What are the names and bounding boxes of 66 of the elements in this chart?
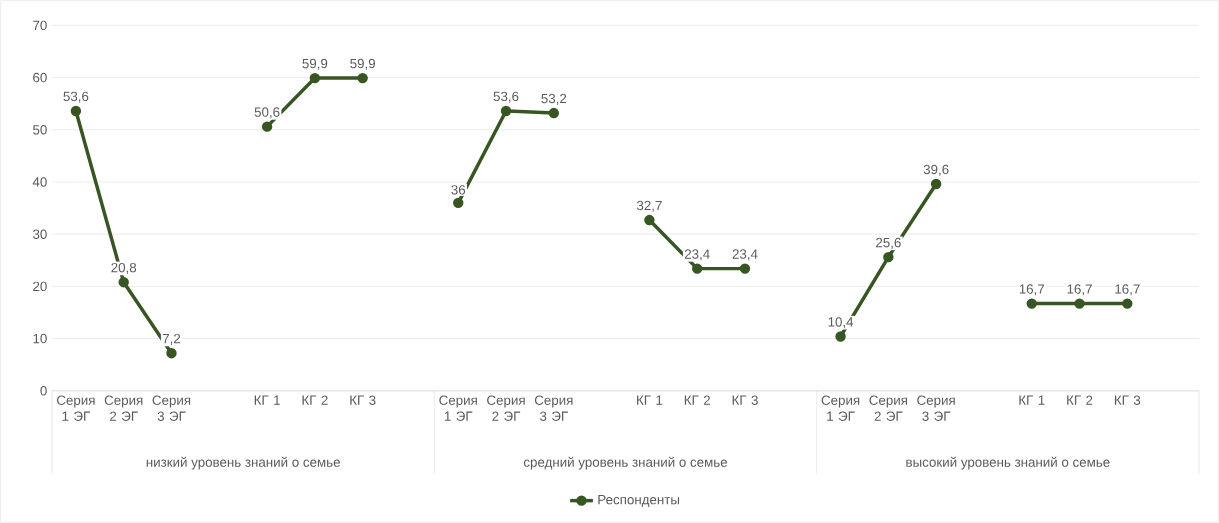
data-label: 25,6 xyxy=(876,237,901,249)
x-tick-label: КГ 1 xyxy=(254,395,280,405)
point xyxy=(118,277,129,288)
text: низкий уровень знаний о семье xyxy=(146,456,340,470)
point xyxy=(1074,298,1085,309)
point xyxy=(261,121,273,132)
x-tick-label: Серия 2 ЭГ xyxy=(104,395,143,422)
data-label: 23,4 xyxy=(732,249,758,261)
x-tick-label: КГ 2 xyxy=(302,395,328,405)
point xyxy=(835,331,846,342)
y-tick-label: 10 xyxy=(33,333,47,344)
point xyxy=(644,214,655,226)
point xyxy=(739,263,751,274)
data-label: 50,6 xyxy=(254,107,280,119)
point xyxy=(166,348,177,359)
point xyxy=(500,105,512,117)
legend-label: Респонденты xyxy=(598,495,680,507)
x-tick-label: КГ 1 xyxy=(1019,395,1045,405)
point xyxy=(70,105,82,117)
x-tick-label: КГ 3 xyxy=(1114,395,1141,406)
point xyxy=(930,178,942,190)
x-tick-label: Серия 1 ЭГ xyxy=(821,395,860,422)
y-tick-label: 40 xyxy=(32,177,47,187)
x-tick-label: Серия 2 ЭГ xyxy=(487,395,525,422)
data-label: 16,7 xyxy=(1019,284,1045,296)
point xyxy=(453,197,464,209)
x-tick-label: Серия 2 ЭГ xyxy=(869,395,907,422)
x-tick-label: Серия 3 ЭГ xyxy=(917,395,955,422)
point xyxy=(357,72,368,84)
data-label: 10,4 xyxy=(828,317,854,329)
y-tick-label: 20 xyxy=(33,281,47,292)
point xyxy=(1026,298,1037,309)
data-label: 20,8 xyxy=(111,263,137,275)
data-label: 7,2 xyxy=(162,334,181,346)
point xyxy=(691,263,703,274)
data-label: 53,6 xyxy=(63,91,89,103)
point xyxy=(1122,298,1133,309)
y-tick-label: 70 xyxy=(33,20,47,31)
data-label: 16,7 xyxy=(1067,284,1092,296)
x-tick-label: Серия 3 ЭГ xyxy=(152,395,191,422)
data-label: 36 xyxy=(451,185,466,195)
x-tick-label: КГ 2 xyxy=(684,395,710,405)
y-tick-label: 50 xyxy=(33,125,47,135)
point xyxy=(883,252,894,263)
data-label: 32,7 xyxy=(636,200,662,212)
point xyxy=(548,107,560,119)
data-label: 23,4 xyxy=(684,249,710,261)
point xyxy=(309,72,321,84)
data-label: 39,6 xyxy=(923,164,949,176)
text: высокий уровень знаний о семье xyxy=(906,456,1110,470)
data-label: 16,7 xyxy=(1115,284,1140,296)
data-label: 53,6 xyxy=(493,91,519,103)
x-tick-label: КГ 3 xyxy=(350,395,376,406)
y-tick-label: 60 xyxy=(33,72,47,83)
data-label: 59,9 xyxy=(350,58,376,70)
data-label: 59,9 xyxy=(302,58,328,70)
x-tick-label: КГ 3 xyxy=(732,395,758,406)
x-tick-label: Серия 1 ЭГ xyxy=(57,395,95,422)
data-label: 53,2 xyxy=(541,93,567,105)
y-tick-label: 30 xyxy=(32,229,47,239)
text: средний уровень знаний о семье xyxy=(523,456,728,470)
x-tick-label: Серия 3 ЭГ xyxy=(534,395,573,422)
x-tick-label: КГ 1 xyxy=(637,395,663,405)
x-tick-label: КГ 2 xyxy=(1067,395,1093,405)
x-tick-label: Серия 1 ЭГ xyxy=(439,395,477,422)
y-tick-label: 0 xyxy=(40,386,47,396)
